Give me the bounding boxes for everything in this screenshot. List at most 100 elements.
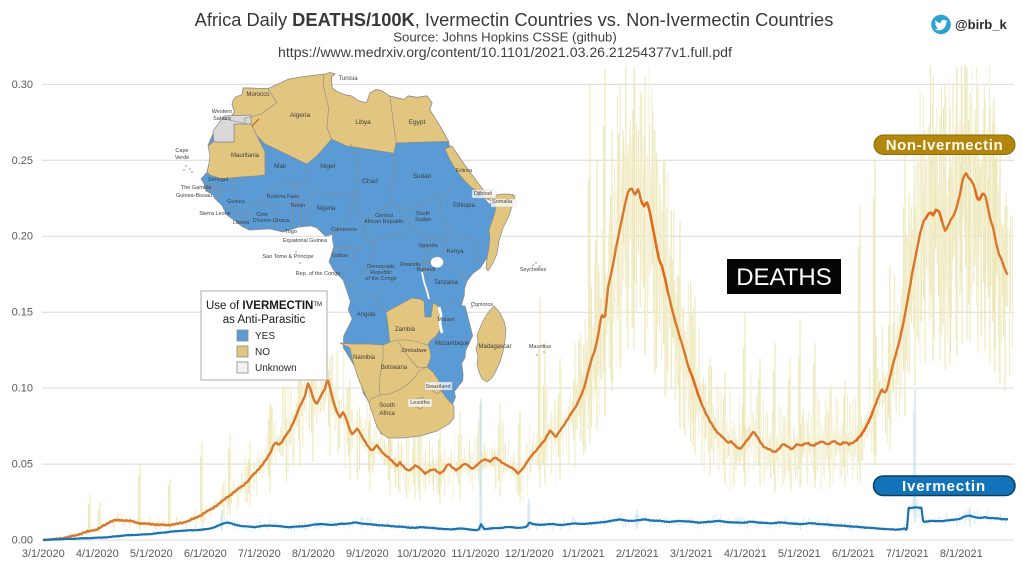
svg-text:Angola: Angola bbox=[357, 312, 376, 318]
svg-text:Africa: Africa bbox=[379, 411, 395, 417]
svg-text:Mozambique: Mozambique bbox=[435, 341, 470, 347]
svg-text:9/1/2020: 9/1/2020 bbox=[346, 548, 389, 560]
svg-text:Guinea: Guinea bbox=[227, 199, 246, 205]
svg-text:6/1/2020: 6/1/2020 bbox=[184, 548, 227, 560]
svg-text:Sahara: Sahara bbox=[213, 116, 232, 122]
svg-text:0.25: 0.25 bbox=[12, 155, 33, 167]
svg-text:Nigeria: Nigeria bbox=[316, 206, 336, 212]
svg-text:Libya: Libya bbox=[355, 119, 371, 126]
svg-text:0.20: 0.20 bbox=[12, 231, 33, 243]
svg-text:Rep. of the Congo: Rep. of the Congo bbox=[296, 271, 341, 277]
svg-text:Western: Western bbox=[212, 109, 232, 115]
svg-text:Democratic: Democratic bbox=[367, 264, 395, 270]
svg-text:Burundi: Burundi bbox=[417, 267, 436, 273]
svg-text:Africa Daily DEATHS/100K, Iver: Africa Daily DEATHS/100K, Ivermectin Cou… bbox=[195, 9, 834, 30]
svg-text:Comoros: Comoros bbox=[471, 302, 494, 308]
svg-text:Algeria: Algeria bbox=[290, 112, 311, 119]
svg-text:Lesotho: Lesotho bbox=[410, 400, 430, 406]
svg-text:2/1/2021: 2/1/2021 bbox=[616, 548, 659, 560]
svg-text:Senegal: Senegal bbox=[208, 177, 228, 183]
svg-text:Burkina Faso: Burkina Faso bbox=[267, 194, 299, 200]
svg-text:as Anti-Parasitic: as Anti-Parasitic bbox=[223, 314, 306, 326]
svg-text:Somalia: Somalia bbox=[492, 199, 513, 205]
svg-text:3/1/2020: 3/1/2020 bbox=[22, 548, 65, 560]
svg-text:YES: YES bbox=[255, 331, 275, 342]
svg-text:Swaziland: Swaziland bbox=[425, 384, 450, 390]
svg-text:Malawi: Malawi bbox=[437, 317, 454, 323]
svg-text:8/1/2020: 8/1/2020 bbox=[292, 548, 335, 560]
svg-text:Djibouti: Djibouti bbox=[474, 191, 492, 197]
svg-text:Equatorial Guinea: Equatorial Guinea bbox=[283, 238, 328, 244]
svg-text:4/1/2020: 4/1/2020 bbox=[76, 548, 119, 560]
svg-text:8/1/2021: 8/1/2021 bbox=[940, 548, 983, 560]
svg-text:The Gambia: The Gambia bbox=[181, 185, 212, 191]
svg-text:Togo: Togo bbox=[285, 229, 297, 235]
svg-text:Chad: Chad bbox=[362, 178, 378, 185]
svg-text:Cote: Cote bbox=[256, 212, 268, 218]
svg-text:Tanzania: Tanzania bbox=[434, 280, 459, 286]
svg-text:0.05: 0.05 bbox=[12, 459, 33, 471]
svg-text:0.30: 0.30 bbox=[12, 79, 33, 91]
svg-text:Seychelles: Seychelles bbox=[520, 267, 547, 273]
svg-text:0.00: 0.00 bbox=[12, 535, 33, 547]
svg-text:Benin: Benin bbox=[291, 203, 305, 209]
svg-text:South: South bbox=[416, 211, 430, 217]
svg-text:Source: Johns Hopkins CSSE (gi: Source: Johns Hopkins CSSE (github) bbox=[393, 30, 617, 45]
svg-text:5/1/2020: 5/1/2020 bbox=[130, 548, 173, 560]
svg-text:6/1/2021: 6/1/2021 bbox=[832, 548, 875, 560]
svg-text:4/1/2021: 4/1/2021 bbox=[724, 548, 767, 560]
svg-text:Sudan: Sudan bbox=[415, 217, 431, 223]
svg-text:11/1/2020: 11/1/2020 bbox=[451, 548, 499, 560]
svg-text:7/1/2020: 7/1/2020 bbox=[238, 548, 281, 560]
svg-text:Zimbabwe: Zimbabwe bbox=[401, 348, 426, 354]
svg-text:Ivermectin: Ivermectin bbox=[902, 478, 986, 495]
svg-text:Eritrea: Eritrea bbox=[456, 168, 473, 174]
svg-text:Mali: Mali bbox=[274, 163, 286, 170]
svg-text:https://www.medrxiv.org/conten: https://www.medrxiv.org/content/10.1101/… bbox=[278, 44, 732, 60]
svg-text:Zambia: Zambia bbox=[395, 327, 416, 333]
svg-text:D'Ivoire: D'Ivoire bbox=[253, 218, 271, 224]
svg-text:Ghana: Ghana bbox=[273, 218, 290, 224]
svg-text:Sierra Leone: Sierra Leone bbox=[199, 211, 231, 217]
svg-text:South: South bbox=[379, 403, 395, 409]
svg-text:5/1/2021: 5/1/2021 bbox=[778, 548, 821, 560]
svg-text:Non-Ivermectin: Non-Ivermectin bbox=[886, 137, 1004, 154]
svg-text:Gabon: Gabon bbox=[332, 253, 349, 259]
svg-text:Sudan: Sudan bbox=[413, 173, 432, 180]
svg-text:Guinea-Bissau: Guinea-Bissau bbox=[176, 193, 212, 199]
svg-text:Mauritania: Mauritania bbox=[231, 153, 260, 159]
svg-text:Morocco: Morocco bbox=[246, 92, 270, 98]
svg-text:Niger: Niger bbox=[320, 163, 336, 170]
svg-text:Botswana: Botswana bbox=[381, 365, 408, 371]
svg-text:Cameroon: Cameroon bbox=[331, 227, 357, 233]
svg-text:0.10: 0.10 bbox=[12, 383, 33, 395]
svg-text:Republic: Republic bbox=[370, 270, 392, 276]
svg-text:Use of IVERMECTINTM: Use of IVERMECTINTM bbox=[206, 300, 322, 312]
svg-text:Uganda: Uganda bbox=[418, 243, 438, 249]
svg-text:Central: Central bbox=[375, 213, 393, 219]
svg-text:Madagascar: Madagascar bbox=[478, 344, 511, 350]
svg-text:Mauritius: Mauritius bbox=[529, 344, 552, 350]
svg-text:Cape: Cape bbox=[175, 148, 188, 154]
svg-text:Unknown: Unknown bbox=[255, 363, 297, 374]
svg-text:Rwanda: Rwanda bbox=[400, 262, 421, 268]
svg-text:DEATHS: DEATHS bbox=[736, 264, 832, 291]
svg-text:3/1/2021: 3/1/2021 bbox=[670, 548, 713, 560]
svg-text:Ethiopia: Ethiopia bbox=[453, 203, 475, 209]
svg-text:7/1/2021: 7/1/2021 bbox=[886, 548, 929, 560]
svg-text:of the Congo: of the Congo bbox=[365, 276, 397, 282]
svg-text:Liberia: Liberia bbox=[233, 220, 250, 226]
svg-text:@birb_k: @birb_k bbox=[955, 17, 1007, 32]
svg-text:NO: NO bbox=[255, 347, 270, 358]
svg-text:Egypt: Egypt bbox=[409, 119, 426, 126]
svg-text:1/1/2021: 1/1/2021 bbox=[562, 548, 605, 560]
svg-text:Kenya: Kenya bbox=[446, 249, 464, 255]
svg-text:Verde: Verde bbox=[175, 155, 189, 161]
svg-text:0.15: 0.15 bbox=[12, 307, 33, 319]
svg-text:African Republic: African Republic bbox=[364, 219, 404, 225]
svg-text:Namibia: Namibia bbox=[353, 355, 376, 361]
svg-text:Sao Tome & Principe: Sao Tome & Principe bbox=[262, 254, 313, 260]
svg-text:12/1/2020: 12/1/2020 bbox=[505, 548, 554, 560]
svg-text:10/1/2020: 10/1/2020 bbox=[397, 548, 446, 560]
svg-text:Tunisia: Tunisia bbox=[338, 76, 358, 82]
